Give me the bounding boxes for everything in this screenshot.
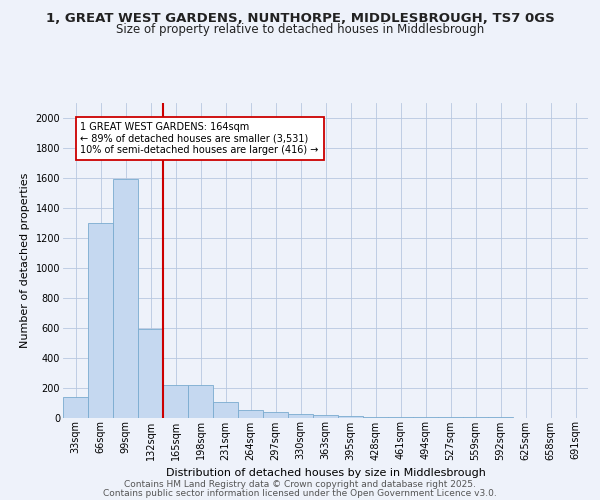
Bar	[138, 329, 163, 418]
Bar	[188, 385, 213, 418]
Bar	[263, 412, 288, 418]
Bar	[163, 385, 188, 418]
Bar	[288, 414, 313, 418]
Text: Contains public sector information licensed under the Open Government Licence v3: Contains public sector information licen…	[103, 488, 497, 498]
Bar	[313, 414, 338, 418]
Bar	[63, 396, 88, 417]
Bar	[113, 179, 138, 418]
Bar	[238, 410, 263, 418]
Y-axis label: Number of detached properties: Number of detached properties	[20, 172, 30, 348]
Text: 1 GREAT WEST GARDENS: 164sqm
← 89% of detached houses are smaller (3,531)
10% of: 1 GREAT WEST GARDENS: 164sqm ← 89% of de…	[80, 122, 319, 155]
Text: 1, GREAT WEST GARDENS, NUNTHORPE, MIDDLESBROUGH, TS7 0GS: 1, GREAT WEST GARDENS, NUNTHORPE, MIDDLE…	[46, 12, 554, 26]
Bar	[363, 417, 388, 418]
Bar	[213, 402, 238, 417]
Text: Contains HM Land Registry data © Crown copyright and database right 2025.: Contains HM Land Registry data © Crown c…	[124, 480, 476, 489]
X-axis label: Distribution of detached houses by size in Middlesbrough: Distribution of detached houses by size …	[166, 468, 485, 478]
Text: Size of property relative to detached houses in Middlesbrough: Size of property relative to detached ho…	[116, 22, 484, 36]
Bar	[338, 416, 363, 418]
Bar	[88, 222, 113, 418]
